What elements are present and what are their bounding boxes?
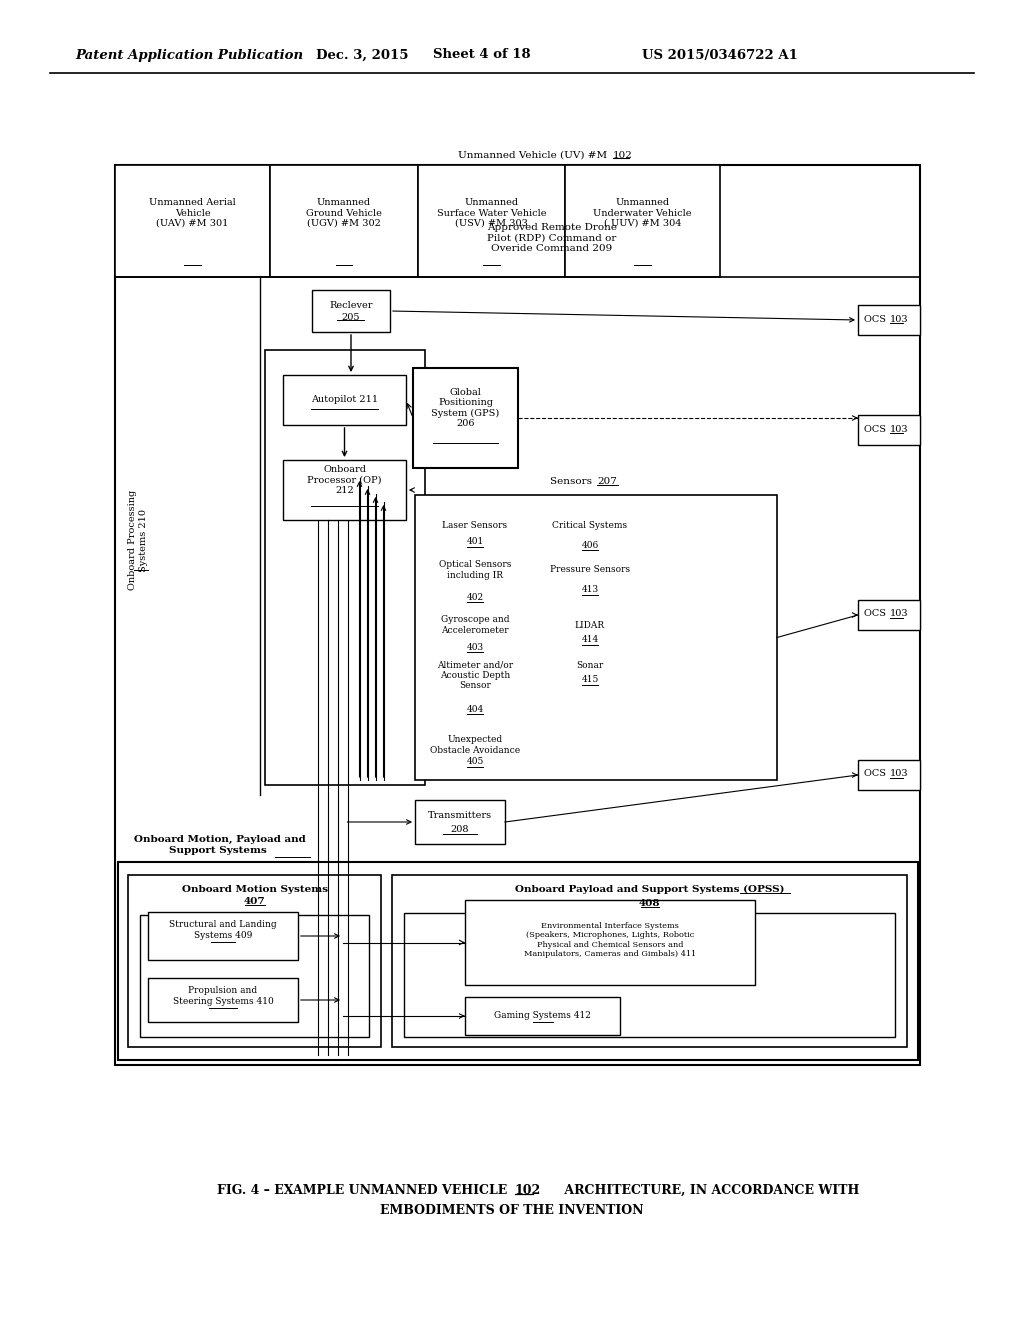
- Text: FIG. 4 – EXAMPLE UNMANNED VEHICLE: FIG. 4 – EXAMPLE UNMANNED VEHICLE: [217, 1184, 512, 1196]
- Text: Laser Sensors: Laser Sensors: [442, 520, 508, 529]
- Text: Altimeter and/or
Acoustic Depth
Sensor: Altimeter and/or Acoustic Depth Sensor: [437, 660, 513, 690]
- Text: 408: 408: [639, 899, 660, 908]
- Text: Patent Application Publication: Patent Application Publication: [75, 49, 303, 62]
- Text: Propulsion and
Steering Systems 410: Propulsion and Steering Systems 410: [173, 986, 273, 1006]
- Bar: [148, 978, 298, 1022]
- Text: Structural and Landing
Systems 409: Structural and Landing Systems 409: [169, 920, 276, 940]
- Text: US 2015/0346722 A1: US 2015/0346722 A1: [642, 49, 798, 62]
- Text: 103: 103: [890, 770, 908, 779]
- Text: Gaming Systems 412: Gaming Systems 412: [494, 1011, 591, 1020]
- Text: Unmanned Aerial
Vehicle
(UAV) #M 301: Unmanned Aerial Vehicle (UAV) #M 301: [150, 198, 236, 228]
- Text: 205: 205: [342, 313, 360, 322]
- Text: 207: 207: [597, 478, 616, 487]
- Text: 413: 413: [582, 586, 599, 594]
- Text: Environmental Interface Systems
(Speakers, Microphones, Lights, Robotic
Physical: Environmental Interface Systems (Speaker…: [524, 923, 696, 958]
- Text: 415: 415: [582, 676, 599, 685]
- Bar: [270, 165, 418, 277]
- Text: Dec. 3, 2015: Dec. 3, 2015: [315, 49, 409, 62]
- Text: 406: 406: [582, 540, 599, 549]
- Text: Sensors: Sensors: [550, 478, 595, 487]
- Bar: [118, 862, 918, 1060]
- Text: 404: 404: [466, 705, 483, 714]
- Text: OCS: OCS: [864, 425, 889, 433]
- Bar: [140, 915, 369, 1038]
- Text: Unexpected
Obstacle Avoidance: Unexpected Obstacle Avoidance: [430, 735, 520, 755]
- Text: 405: 405: [466, 758, 483, 767]
- Text: ARCHITECTURE, IN ACCORDANCE WITH: ARCHITECTURE, IN ACCORDANCE WITH: [560, 1184, 859, 1196]
- Text: 208: 208: [451, 825, 469, 834]
- Text: LIDAR: LIDAR: [574, 620, 605, 630]
- Text: Onboard Motion, Payload and
Support Systems: Onboard Motion, Payload and Support Syst…: [134, 836, 306, 855]
- Text: Onboard Payload and Support Systems (OPSS): Onboard Payload and Support Systems (OPS…: [515, 884, 784, 894]
- Bar: [312, 290, 390, 333]
- Text: OCS: OCS: [864, 770, 889, 779]
- Text: Global
Positioning
System (GPS)
206: Global Positioning System (GPS) 206: [431, 388, 500, 428]
- Text: 103: 103: [890, 425, 908, 433]
- Text: Approved Remote Drone
Pilot (RDP) Command or
Overide Command 209: Approved Remote Drone Pilot (RDP) Comman…: [487, 223, 617, 253]
- Text: Sonar: Sonar: [577, 660, 603, 669]
- Text: Unmanned
Ground Vehicle
(UGV) #M 302: Unmanned Ground Vehicle (UGV) #M 302: [306, 198, 382, 228]
- Text: 102: 102: [613, 150, 633, 160]
- Text: Gyroscope and
Accelerometer: Gyroscope and Accelerometer: [440, 615, 509, 635]
- Text: 102: 102: [515, 1184, 542, 1196]
- Text: 402: 402: [467, 593, 483, 602]
- Bar: [265, 350, 425, 785]
- Text: OCS: OCS: [864, 610, 889, 619]
- Bar: [858, 760, 920, 789]
- Text: Pressure Sensors: Pressure Sensors: [550, 565, 630, 574]
- Text: EMBODIMENTS OF THE INVENTION: EMBODIMENTS OF THE INVENTION: [380, 1204, 644, 1217]
- Text: OCS: OCS: [864, 314, 889, 323]
- Text: Onboard
Processor (OP)
212: Onboard Processor (OP) 212: [307, 465, 382, 495]
- Text: Reclever: Reclever: [330, 301, 373, 309]
- Text: 407: 407: [244, 896, 265, 906]
- Bar: [415, 800, 505, 843]
- Text: Optical Sensors
including IR: Optical Sensors including IR: [439, 560, 511, 579]
- Text: Unmanned
Surface Water Vehicle
(USV) #M 303: Unmanned Surface Water Vehicle (USV) #M …: [437, 198, 546, 228]
- Text: 403: 403: [467, 643, 483, 652]
- Bar: [413, 368, 518, 469]
- Text: 414: 414: [582, 635, 599, 644]
- Bar: [418, 165, 565, 277]
- Bar: [148, 912, 298, 960]
- Bar: [858, 414, 920, 445]
- Text: 401: 401: [466, 537, 483, 546]
- Text: Autopilot 211: Autopilot 211: [311, 396, 378, 404]
- Text: Critical Systems: Critical Systems: [552, 520, 628, 529]
- Bar: [283, 375, 406, 425]
- Text: 103: 103: [890, 314, 908, 323]
- Bar: [392, 875, 907, 1047]
- Bar: [858, 305, 920, 335]
- Bar: [415, 495, 777, 780]
- Bar: [465, 900, 755, 985]
- Bar: [115, 165, 270, 277]
- Bar: [858, 601, 920, 630]
- Bar: [404, 913, 895, 1038]
- Text: 103: 103: [890, 610, 908, 619]
- Bar: [128, 875, 381, 1047]
- Bar: [115, 165, 920, 1065]
- Text: Unmanned
Underwater Vehicle
( UUV) #M 304: Unmanned Underwater Vehicle ( UUV) #M 30…: [593, 198, 692, 228]
- Text: Onboard Processing
Systems 210: Onboard Processing Systems 210: [128, 490, 147, 590]
- Bar: [465, 997, 620, 1035]
- Text: Transmitters: Transmitters: [428, 812, 493, 821]
- Bar: [283, 459, 406, 520]
- Text: Sheet 4 of 18: Sheet 4 of 18: [433, 49, 530, 62]
- Text: Unmanned Vehicle (UV) #M: Unmanned Vehicle (UV) #M: [458, 150, 610, 160]
- Text: Onboard Motion Systems: Onboard Motion Systems: [181, 884, 328, 894]
- Bar: [565, 165, 720, 277]
